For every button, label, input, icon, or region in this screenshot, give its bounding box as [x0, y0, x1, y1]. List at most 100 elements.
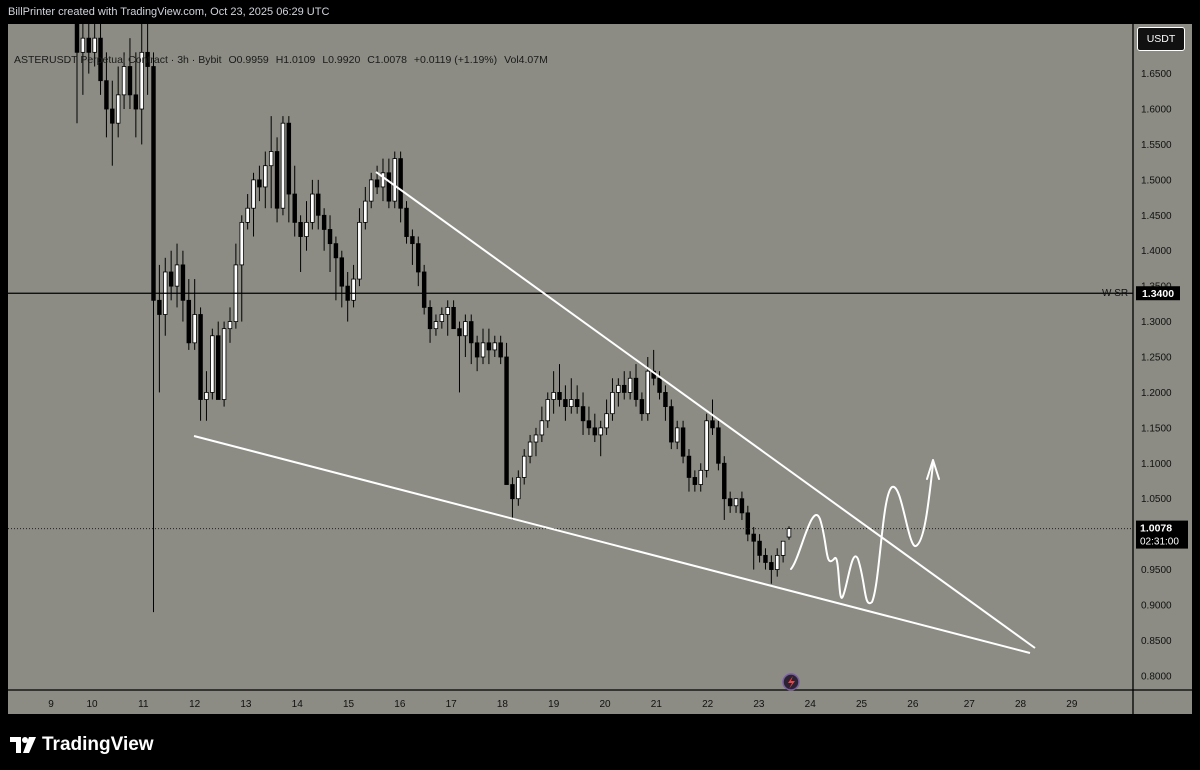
candle	[463, 314, 468, 357]
candle	[316, 179, 321, 230]
candle	[563, 385, 568, 421]
candle-body	[474, 342, 480, 358]
time-tick-label: 17	[446, 699, 458, 710]
candle-body	[204, 392, 209, 400]
candle-body	[139, 51, 144, 110]
tradingview-logo-text: TradingView	[42, 734, 154, 755]
candle-body	[498, 342, 503, 358]
time-scale[interactable]	[8, 690, 1192, 714]
candle	[727, 491, 733, 513]
candle	[751, 527, 756, 570]
candle	[104, 52, 109, 138]
candle	[121, 52, 127, 110]
candle-body	[198, 314, 203, 400]
candle	[198, 307, 203, 421]
candle	[504, 342, 509, 485]
candle-body	[486, 342, 492, 351]
candle	[145, 24, 150, 95]
time-tick-label: 23	[753, 699, 765, 710]
candle	[521, 449, 527, 485]
candle	[769, 555, 774, 584]
candle	[127, 38, 133, 110]
candle	[86, 24, 91, 74]
candle-body	[292, 193, 297, 223]
price-tick-label: 1.2000	[1141, 388, 1172, 399]
candle-body	[775, 554, 780, 570]
candle-body	[657, 377, 662, 393]
candle-body	[704, 420, 709, 471]
price-tick-label: 0.8000	[1141, 671, 1172, 682]
candle-body	[610, 392, 615, 415]
upper-trendline[interactable]	[375, 171, 1036, 649]
candle-body	[245, 207, 250, 223]
candle-body	[286, 122, 292, 195]
symbol-name[interactable]: ASTERUSDT Perpetual Contract · 3h · Bybi…	[14, 54, 222, 66]
sr-line-label: W SR	[1102, 288, 1128, 299]
candle	[333, 236, 339, 301]
time-tick-label: 18	[497, 699, 509, 710]
candle	[480, 328, 486, 365]
top-credit-bar: BillPrinter created with TradingView.com…	[0, 0, 1200, 24]
chart-area[interactable]: 1.65001.60001.55001.50001.45001.40001.35…	[0, 24, 1200, 716]
candle-body	[733, 498, 739, 507]
lower-trendline[interactable]	[193, 435, 1031, 654]
candle	[757, 534, 762, 563]
candle-body	[210, 335, 215, 393]
candle	[416, 236, 421, 287]
candle	[780, 540, 786, 563]
time-tick-label: 22	[702, 699, 714, 710]
candle	[516, 470, 521, 506]
price-tick-label: 0.9000	[1141, 600, 1172, 611]
candle-body	[157, 299, 162, 315]
credit-text: BillPrinter created with TradingView.com…	[8, 6, 330, 18]
candle-body	[716, 427, 721, 464]
candle-body	[616, 384, 621, 393]
candle	[527, 434, 533, 464]
projection-path[interactable]	[790, 463, 934, 605]
last-price-value: 1.0078	[1140, 523, 1172, 535]
time-tick-label: 12	[189, 699, 201, 710]
candle	[633, 364, 639, 407]
candle	[745, 505, 751, 542]
candle	[174, 243, 180, 308]
price-tick-label: 1.4000	[1141, 246, 1172, 257]
price-scale[interactable]	[1133, 24, 1192, 690]
candle-body	[121, 66, 127, 96]
candle-body	[639, 399, 645, 415]
time-tick-label: 15	[343, 699, 355, 710]
candle-body	[304, 221, 309, 237]
time-tick-label: 20	[599, 699, 611, 710]
currency-button[interactable]: USDT	[1137, 27, 1185, 51]
candle	[280, 116, 286, 216]
candle-body	[480, 342, 486, 358]
candle	[451, 300, 456, 330]
candle-body	[221, 328, 227, 400]
candle	[215, 321, 221, 400]
candle	[627, 371, 633, 400]
candle-body	[686, 455, 692, 478]
price-tick-label: 1.2500	[1141, 353, 1172, 364]
candle-body	[239, 221, 244, 266]
candle-body	[368, 179, 374, 202]
candle	[251, 172, 256, 237]
price-tick-label: 1.0500	[1141, 494, 1172, 505]
candle	[180, 250, 186, 322]
candle	[263, 151, 268, 209]
candle	[98, 24, 103, 95]
lightning-icon	[788, 676, 795, 689]
candle	[257, 165, 262, 202]
candle-body	[633, 377, 639, 400]
candle-body	[274, 151, 280, 209]
candle	[510, 477, 515, 520]
price-tick-label: 1.6000	[1141, 105, 1172, 116]
price-chart[interactable]: 1.65001.60001.55001.50001.45001.40001.35…	[0, 24, 1200, 716]
candle	[739, 491, 745, 520]
price-tick-label: 0.9500	[1141, 565, 1172, 576]
candle-body	[539, 420, 545, 436]
candle	[292, 165, 297, 237]
candle	[474, 335, 480, 372]
tradingview-logo[interactable]: TradingView	[10, 734, 154, 756]
candle	[286, 116, 292, 223]
candle-body	[251, 179, 256, 209]
candle-body	[574, 399, 580, 407]
